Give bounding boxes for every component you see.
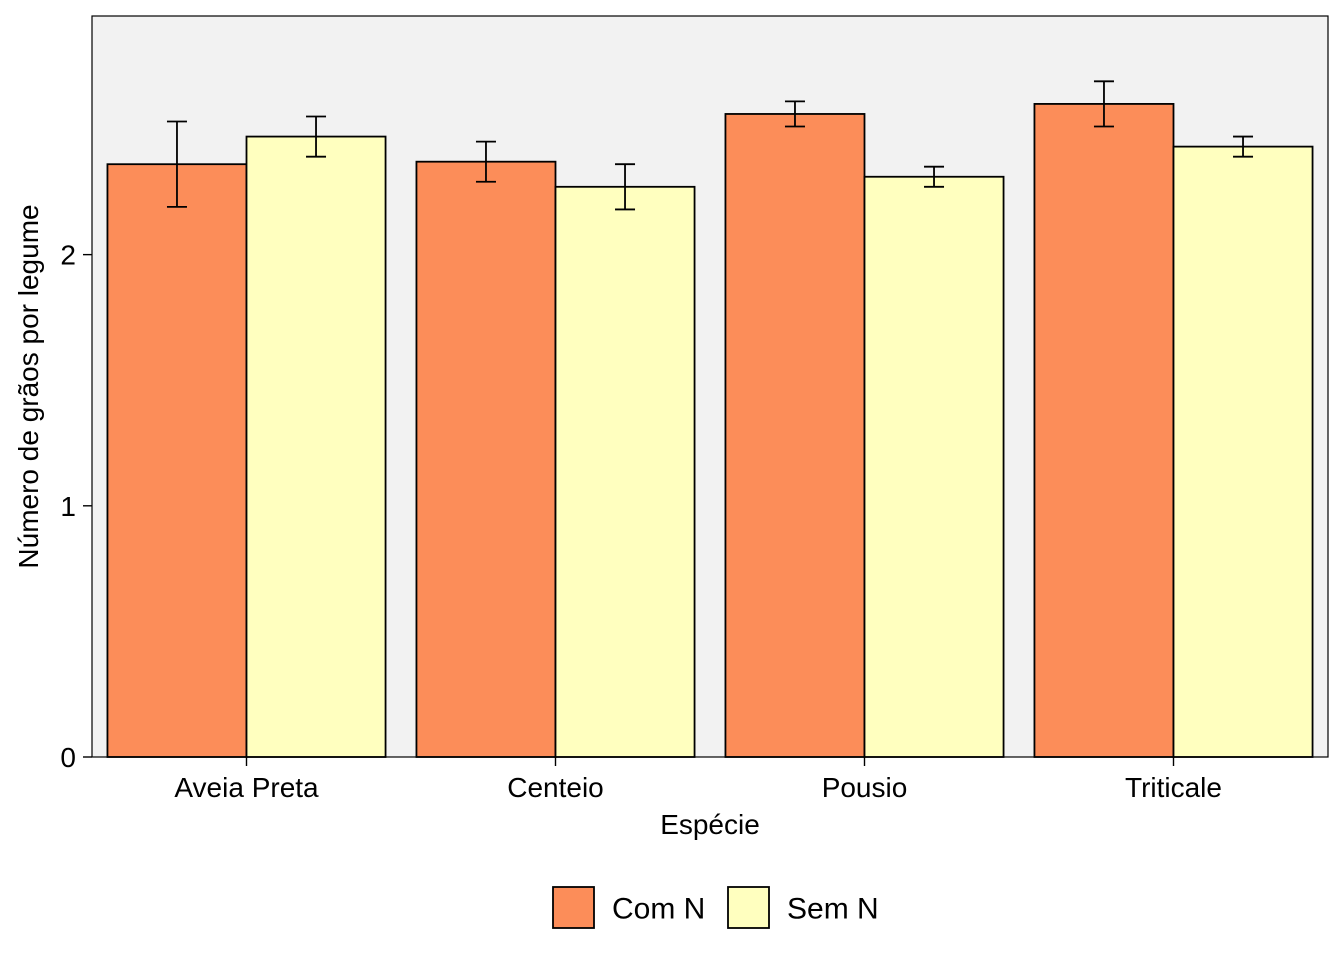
bars-layer bbox=[106, 103, 1314, 758]
legend-label-com-n: Com N bbox=[612, 893, 705, 926]
y-tick-label: 2 bbox=[60, 240, 76, 271]
x-axis: Aveia Preta Centeio Pousio Triticale bbox=[174, 757, 1222, 803]
legend-key-sem-n bbox=[727, 886, 770, 929]
error-bar-centeio-sem-n bbox=[615, 163, 636, 211]
legend: Com N Sem N bbox=[552, 886, 879, 929]
error-bar-pousio-sem-n bbox=[924, 165, 945, 188]
bar-pousio-sem-n bbox=[863, 175, 1005, 758]
error-bar-centeio-com-n bbox=[475, 140, 496, 183]
bar-triticale-com-n bbox=[1033, 103, 1175, 758]
x-tick-label-centeio: Centeio bbox=[507, 772, 604, 803]
y-axis-title: Número de grãos por legume bbox=[13, 204, 44, 568]
y-axis: 0 1 2 bbox=[60, 240, 92, 773]
bar-aveia-preta-com-n bbox=[106, 163, 248, 758]
x-axis-title: Espécie bbox=[660, 809, 760, 840]
bar-aveia-preta-sem-n bbox=[245, 135, 387, 758]
bar-centeio-sem-n bbox=[554, 185, 696, 758]
error-bar-aveia-preta-sem-n bbox=[306, 115, 327, 158]
bar-centeio-com-n bbox=[415, 160, 557, 758]
error-bar-aveia-preta-com-n bbox=[166, 120, 187, 208]
y-tick-label: 0 bbox=[60, 742, 76, 773]
plot-panel-border bbox=[91, 15, 1329, 758]
x-tick-label-pousio: Pousio bbox=[822, 772, 908, 803]
error-bar-triticale-sem-n bbox=[1233, 135, 1254, 158]
error-bar-pousio-com-n bbox=[784, 100, 805, 128]
legend-label-sem-n: Sem N bbox=[787, 893, 879, 926]
bar-triticale-sem-n bbox=[1172, 145, 1314, 758]
x-tick-label-aveia-preta: Aveia Preta bbox=[174, 772, 319, 803]
x-tick-label-triticale: Triticale bbox=[1125, 772, 1222, 803]
bar-pousio-com-n bbox=[724, 113, 866, 758]
legend-key-com-n bbox=[552, 886, 595, 929]
error-bars-layer bbox=[166, 80, 1254, 211]
y-tick-label: 1 bbox=[60, 491, 76, 522]
error-bar-triticale-com-n bbox=[1093, 80, 1114, 128]
